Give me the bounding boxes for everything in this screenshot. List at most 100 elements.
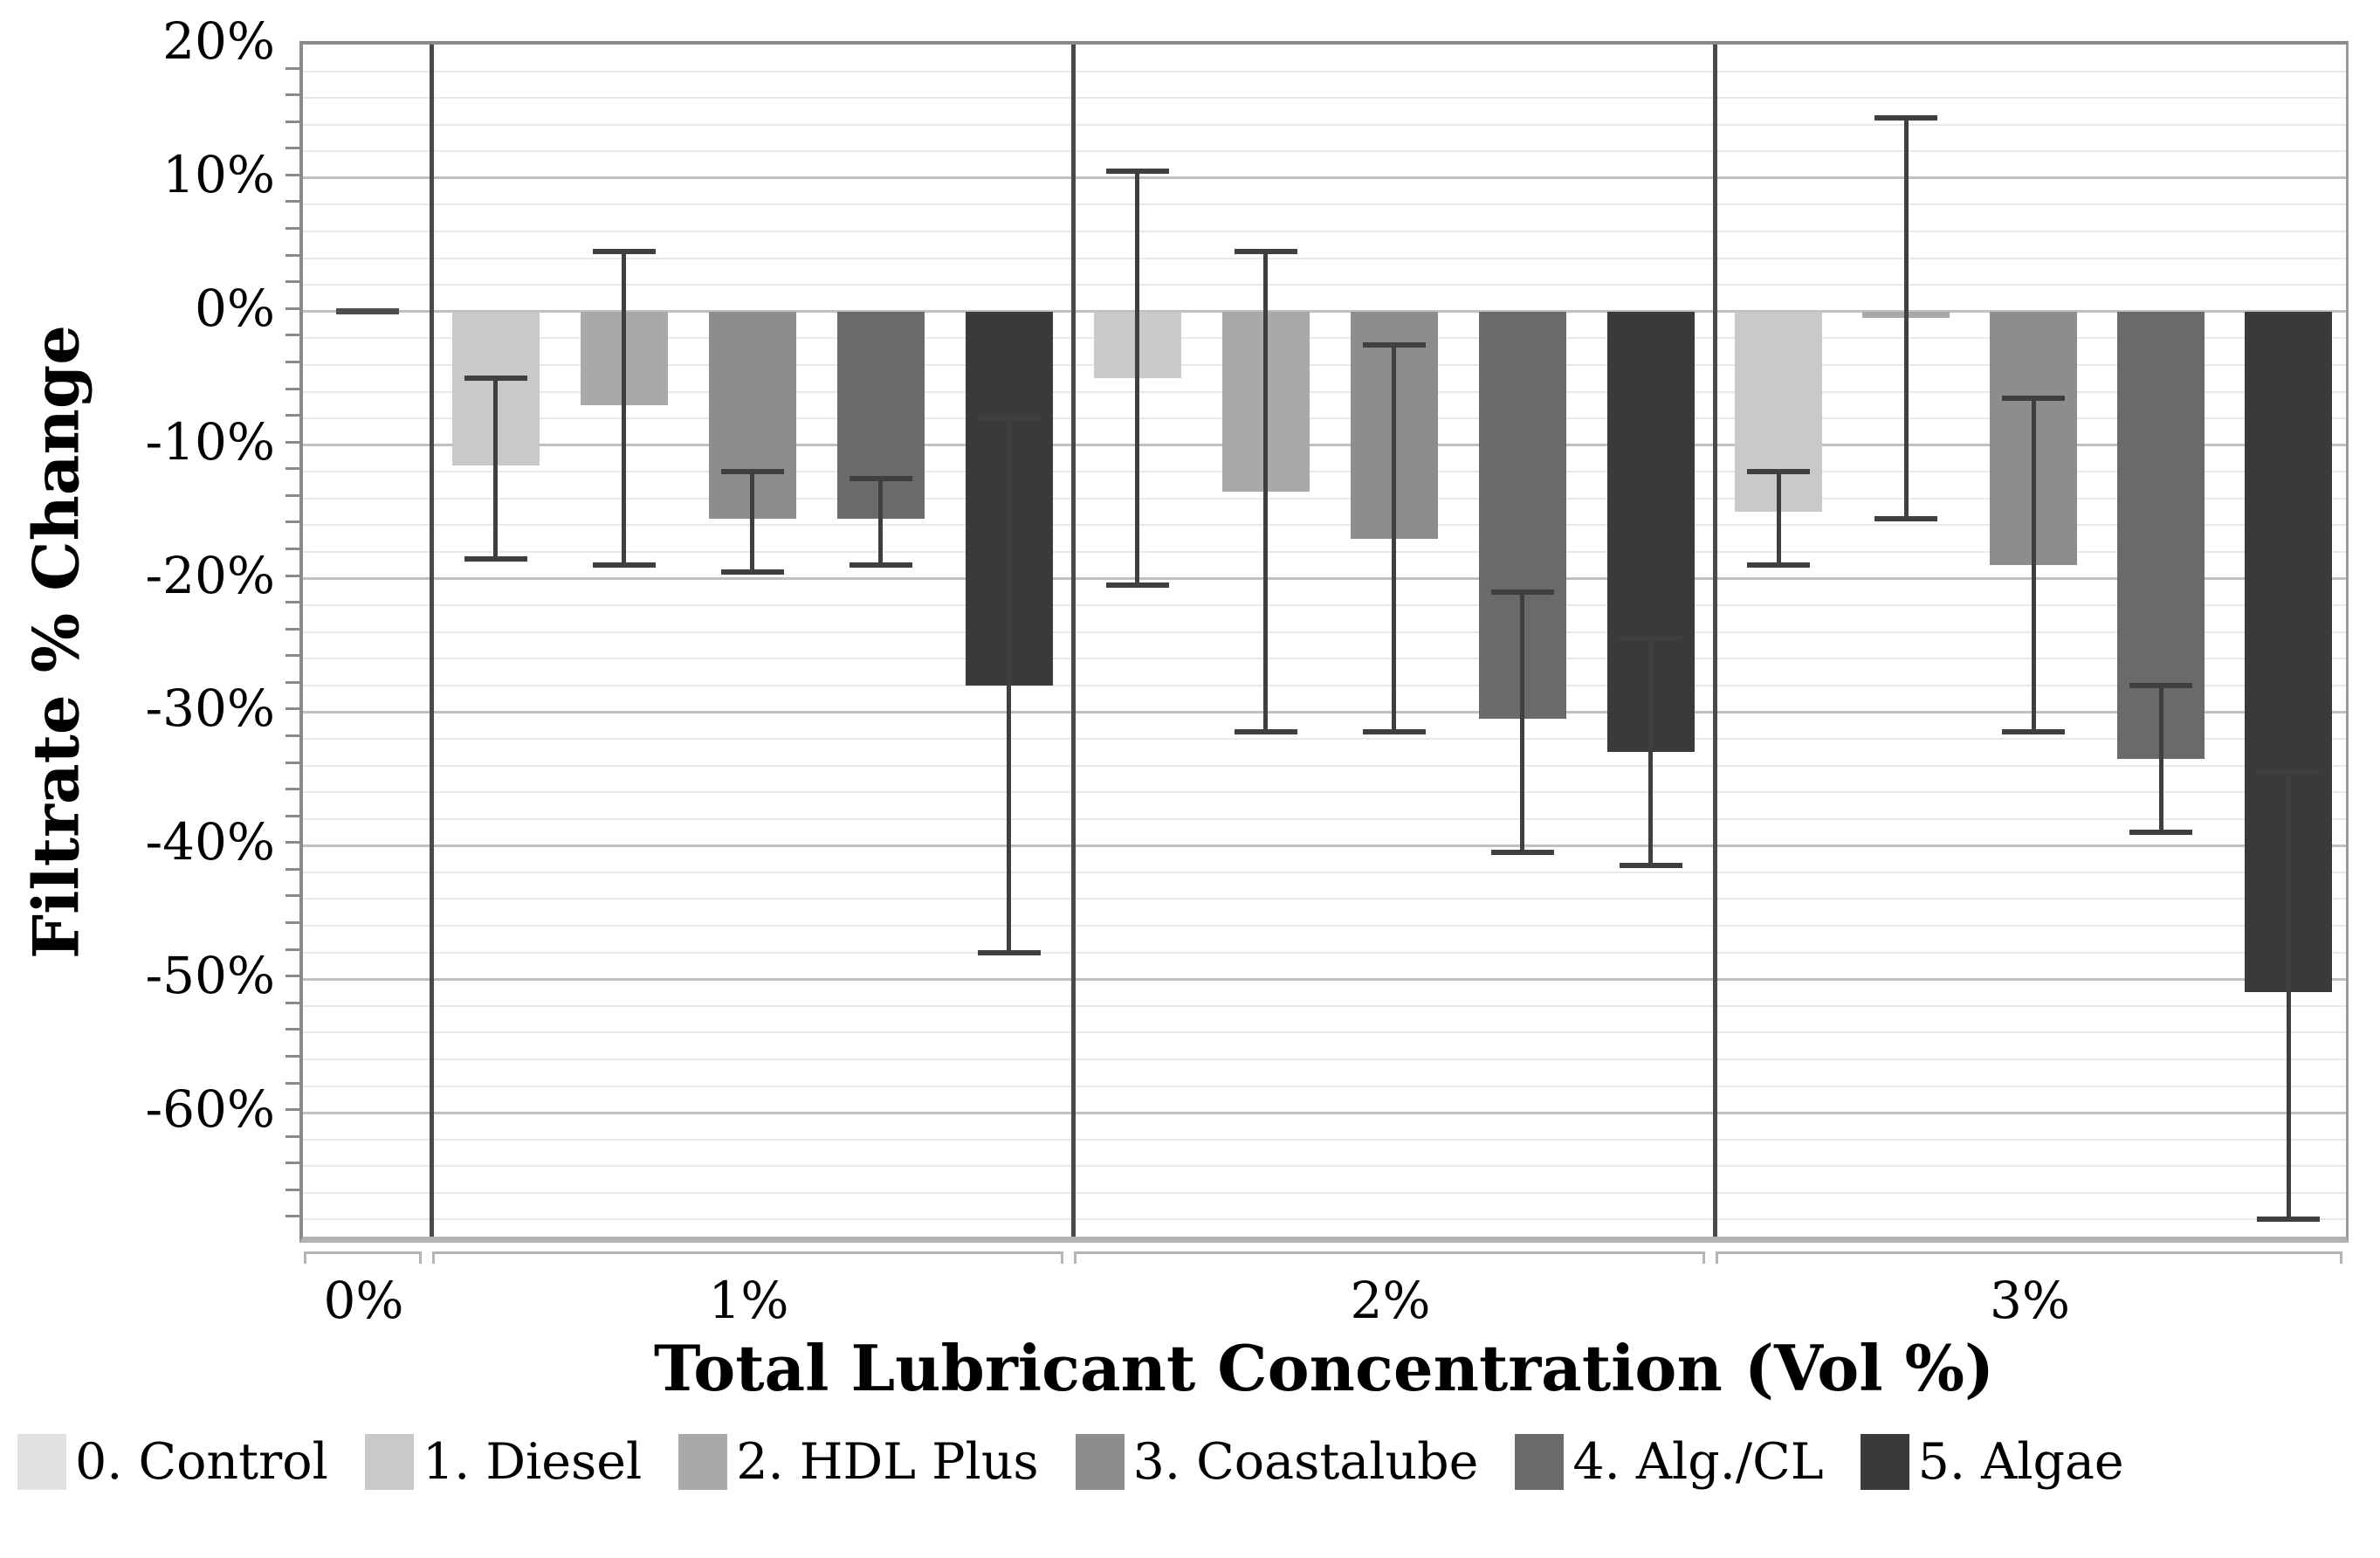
y-tick-label: -30%	[145, 679, 275, 739]
minor-gridline	[303, 1058, 2346, 1060]
x-tick-label: 0%	[323, 1271, 404, 1330]
y-tick-label: 10%	[162, 144, 275, 204]
y-axis-tick	[285, 387, 299, 390]
error-bar-cap	[1874, 115, 1937, 121]
y-axis-tick	[285, 1054, 299, 1058]
error-bar-cap	[849, 562, 912, 569]
y-axis-tick	[285, 894, 299, 898]
y-tick-label: -60%	[145, 1079, 275, 1140]
y-axis-tick	[285, 493, 299, 497]
major-gridline	[303, 1111, 2346, 1114]
y-axis-tick	[285, 280, 299, 284]
major-gridline	[303, 444, 2346, 447]
y-tick-label: 20%	[162, 11, 275, 71]
group-panel-2%	[1073, 45, 1715, 1237]
legend-label: 1. Diesel	[422, 1432, 643, 1491]
minor-gridline	[303, 471, 2346, 473]
y-axis-tick	[285, 520, 299, 524]
legend-label: 0. Control	[75, 1432, 328, 1491]
y-axis-tick	[285, 334, 299, 337]
error-bar-line	[1007, 418, 1011, 953]
control-zero-dash	[335, 308, 399, 315]
error-bar-cap	[2002, 729, 2065, 735]
group-panel-0%	[303, 45, 431, 1237]
minor-gridline	[303, 417, 2346, 420]
legend-item: 2. HDL Plus	[678, 1434, 1039, 1490]
legend-item: 3. Coastalube	[1075, 1432, 1479, 1491]
minor-gridline	[303, 604, 2346, 607]
y-tick-label: -40%	[145, 812, 275, 872]
minor-gridline	[303, 631, 2346, 633]
minor-gridline	[303, 390, 2346, 393]
major-gridline	[303, 710, 2346, 714]
panel-separator	[1070, 45, 1076, 1237]
legend-label: 3. Coastalube	[1132, 1432, 1479, 1491]
error-bar-cap	[1105, 169, 1169, 175]
error-bar-cap	[1362, 729, 1426, 735]
panel-separator	[429, 45, 434, 1237]
minor-gridline	[303, 231, 2346, 233]
major-gridline	[303, 977, 2346, 981]
legend-swatch	[17, 1434, 66, 1490]
error-bar-line	[2031, 398, 2036, 733]
minor-gridline	[303, 951, 2346, 954]
y-axis-tick	[285, 467, 299, 471]
major-gridline	[303, 577, 2346, 581]
x-tick-label: 3%	[1989, 1271, 2070, 1330]
error-bar-cap	[1490, 589, 1554, 595]
legend: 0. Control 1. Diesel 2. HDL Plus 3. Coastal…	[17, 1434, 2375, 1490]
error-bar-cap	[977, 949, 1041, 955]
y-axis-tick	[285, 841, 299, 844]
x-tick-label: 2%	[1350, 1271, 1431, 1330]
y-tick-label: -10%	[145, 411, 275, 472]
y-axis-tick	[285, 1108, 299, 1112]
x-group-bracket	[1074, 1251, 1705, 1264]
legend-swatch	[1515, 1434, 1565, 1490]
y-axis-tick	[285, 1028, 299, 1031]
error-bar-cap	[1619, 636, 1682, 642]
y-axis-tick	[285, 867, 299, 871]
y-axis-tick	[285, 654, 299, 658]
y-axis-tick	[285, 253, 299, 257]
error-bar-line	[2286, 772, 2291, 1220]
major-gridline	[303, 844, 2346, 847]
y-axis-tick	[285, 1215, 299, 1218]
y-axis-tick	[285, 921, 299, 925]
error-bar-cap	[592, 562, 656, 569]
error-bar-line	[750, 472, 754, 572]
x-group-bracket	[432, 1251, 1063, 1264]
error-bar-cap	[720, 469, 784, 475]
error-bar-cap	[1234, 248, 1297, 254]
y-axis-tick	[285, 200, 299, 203]
y-axis-tick	[285, 734, 299, 738]
minor-gridline	[303, 817, 2346, 820]
error-bar-cap	[977, 416, 1041, 422]
minor-gridline	[303, 337, 2346, 340]
error-bar-cap	[592, 248, 656, 254]
minor-gridline	[303, 150, 2346, 153]
error-bar-cap	[464, 376, 527, 382]
minor-gridline	[303, 925, 2346, 927]
error-bar-cap	[1105, 583, 1169, 589]
y-axis-tick	[285, 1188, 299, 1191]
legend-swatch	[364, 1434, 414, 1490]
y-tick-label: -50%	[145, 946, 275, 1006]
error-bar-line	[1135, 171, 1139, 586]
y-axis-tick	[285, 788, 299, 791]
error-bar-line	[1903, 118, 1909, 519]
minor-gridline	[303, 550, 2346, 553]
y-tick-label: -20%	[145, 545, 275, 605]
legend-swatch	[1075, 1434, 1125, 1490]
minor-gridline	[303, 363, 2346, 366]
legend-label: 4. Alg./CL	[1572, 1432, 1824, 1491]
y-axis-tick	[285, 761, 299, 764]
error-bar-cap	[2129, 830, 2192, 836]
error-bar-line	[1776, 472, 1781, 566]
error-bar-line	[1263, 251, 1268, 733]
legend-swatch	[1860, 1434, 1909, 1490]
legend-swatch	[678, 1434, 728, 1490]
error-bar-line	[2158, 685, 2163, 833]
minor-gridline	[303, 1191, 2346, 1194]
y-tick-label: 0%	[194, 278, 275, 338]
group-panel-3%	[1715, 45, 2352, 1237]
